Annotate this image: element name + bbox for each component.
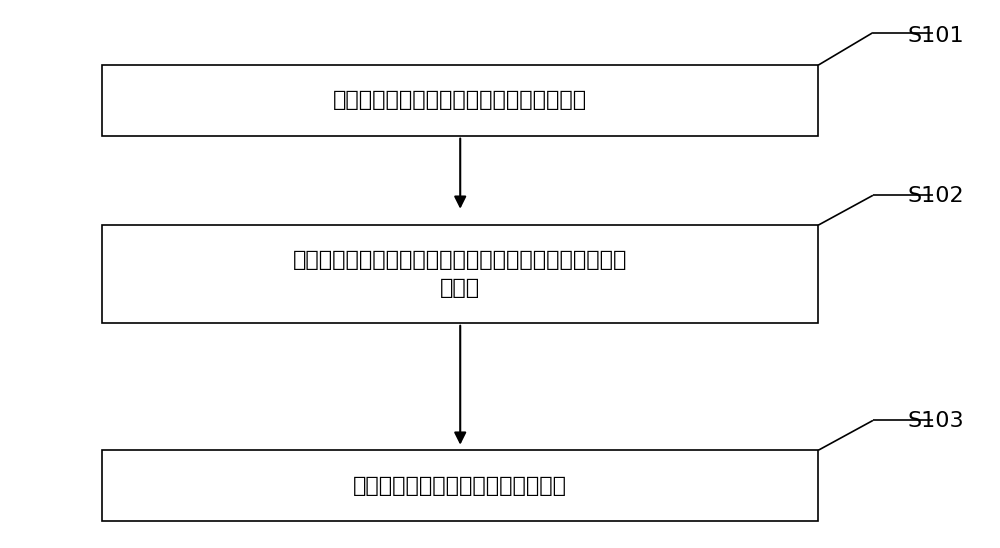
FancyBboxPatch shape xyxy=(102,225,818,323)
FancyBboxPatch shape xyxy=(102,450,818,521)
FancyBboxPatch shape xyxy=(102,65,818,136)
Text: 以所述掩膜层为掩膜，采用蒸镀工艺在所述开口中形成所
述栅线: 以所述掩膜层为掩膜，采用蒸镀工艺在所述开口中形成所 述栅线 xyxy=(293,250,627,298)
Text: S103: S103 xyxy=(908,412,964,431)
Text: 在所述衬底器件的表面形成图形化的掩膜层: 在所述衬底器件的表面形成图形化的掩膜层 xyxy=(333,90,587,110)
Text: 形成所述栅线之后，去除所述掩膜层: 形成所述栅线之后，去除所述掩膜层 xyxy=(353,476,567,495)
Text: S101: S101 xyxy=(908,26,964,46)
Text: S102: S102 xyxy=(908,186,964,206)
